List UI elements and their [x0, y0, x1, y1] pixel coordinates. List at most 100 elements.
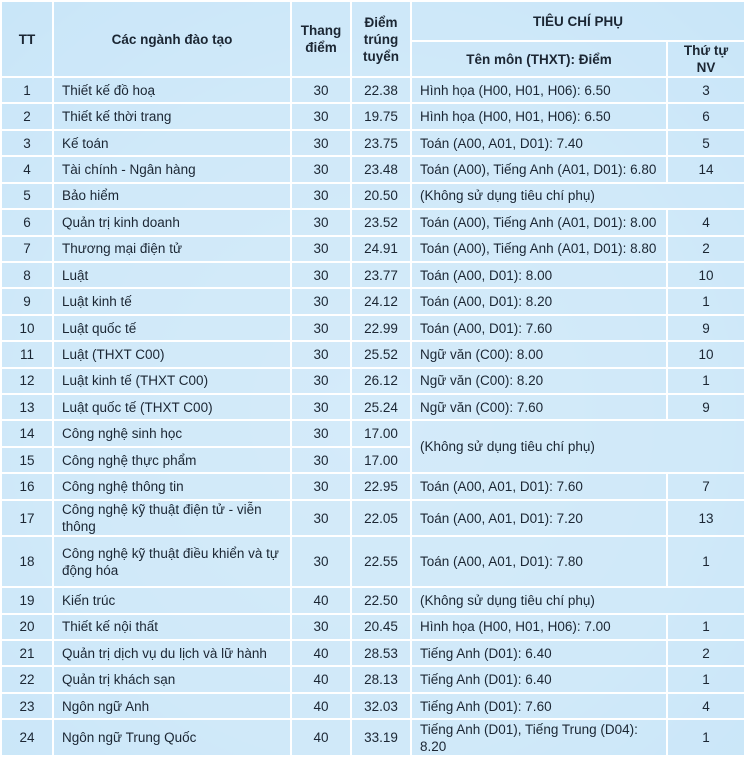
table-head: TT Các ngành đào tạo Thang điểm Điểm trú…	[0, 0, 744, 78]
header-cell: Các ngành đào tạo	[52, 0, 292, 78]
admission-score: 23.77	[350, 260, 412, 290]
wish-order: 1	[665, 366, 744, 396]
admission-score: 28.13	[350, 665, 412, 694]
tie-break-criterion: Hình họa (H00, H01, H06): 6.50	[410, 102, 668, 131]
table-row: 23 Ngôn ngữ Anh 40 32.03 Tiếng Anh (D01): 7.…	[0, 691, 744, 721]
score-scale: 40	[290, 638, 352, 668]
tie-break-criterion: Ngữ văn (C00): 8.20	[410, 366, 668, 396]
table-row: 8 Luật 30 23.77 Toán (A00, D01): 8.00 10	[0, 260, 744, 290]
program-name: Công nghệ kỹ thuật điều khiển và tự động…	[52, 535, 292, 589]
program-name: Quản trị kinh doanh	[52, 208, 292, 237]
row-number: 13	[0, 393, 54, 422]
row-number: 9	[0, 287, 54, 316]
tie-break-criterion: Hình họa (H00, H01, H06): 7.00	[410, 612, 668, 642]
table-row: 10 Luật quốc tế 30 22.99 Toán (A00, D01): 7.…	[0, 313, 744, 343]
score-scale: 30	[290, 498, 352, 538]
tie-break-criterion: Hình họa (H00, H01, H06): 6.50	[410, 75, 668, 105]
wish-order: 1	[665, 612, 744, 642]
table-row: 3 Kế toán 30 23.75 Toán (A00, A01, D01): 7.4…	[0, 128, 744, 158]
admission-score: 20.50	[350, 181, 412, 211]
tie-break-criterion: Tiếng Anh (D01), Tiếng Trung (D04): 8.20	[410, 718, 668, 757]
wish-order: 4	[665, 691, 744, 721]
program-name: Ngôn ngữ Trung Quốc	[52, 718, 292, 757]
score-scale: 40	[290, 586, 352, 615]
score-scale: 30	[290, 472, 352, 501]
program-name: Công nghệ kỹ thuật điện tử - viễn thông	[52, 498, 292, 538]
row-number: 10	[0, 313, 54, 343]
row-number: 5	[0, 181, 54, 211]
tie-break-criterion: (Không sử dụng tiêu chí phụ)	[409, 419, 744, 475]
table-row: 22 Quản trị khách sạn 40 28.13 Tiếng Anh (D0…	[0, 665, 744, 694]
tie-break-criterion: Toán (A00), Tiếng Anh (A01, D01): 8.80	[410, 234, 668, 263]
score-scale: 30	[290, 234, 352, 263]
row-number: 16	[0, 472, 54, 501]
admission-score: 25.24	[350, 393, 412, 422]
program-name: Thiết kế nội thất	[52, 612, 292, 642]
program-name: Công nghệ thực phẩm	[52, 445, 292, 475]
program-name: Thương mại điện tử	[52, 234, 292, 263]
wish-order: 6	[665, 102, 744, 131]
score-scale: 30	[290, 102, 352, 131]
tie-break-criterion: Tiếng Anh (D01): 6.40	[410, 638, 668, 668]
program-name: Luật quốc tế (THXT C00)	[52, 393, 292, 422]
wish-order: 1	[665, 287, 744, 316]
row-number: 6	[0, 208, 54, 237]
table-row: 24 Ngôn ngữ Trung Quốc 40 33.19 Tiếng Anh (D…	[0, 718, 744, 757]
header-cell: Thứ tự NV	[665, 40, 744, 78]
program-name: Quản trị dịch vụ du lịch và lữ hành	[52, 638, 292, 668]
tie-break-criterion: Toán (A00, A01, D01): 7.40	[410, 128, 668, 158]
admission-score: 22.55	[350, 535, 412, 589]
table-row: 5 Bảo hiểm 30 20.50 (Không sử dụng tiêu chí …	[0, 181, 744, 211]
table-row: 6 Quản trị kinh doanh 30 23.52 Toán (A00), T…	[0, 208, 744, 237]
table-row: 15 Công nghệ thực phẩm 30 17.00	[0, 445, 744, 475]
score-scale: 40	[290, 665, 352, 694]
wish-order: 9	[665, 393, 744, 422]
score-scale: 30	[290, 287, 352, 316]
row-number: 18	[0, 535, 54, 589]
admission-score: 24.12	[350, 287, 412, 316]
score-scale: 30	[290, 612, 352, 642]
header-cell: Điểm trúng tuyển	[350, 0, 412, 78]
score-scale: 30	[290, 535, 352, 589]
admission-score: 24.91	[350, 234, 412, 263]
score-scale: 30	[290, 155, 352, 184]
score-scale: 30	[290, 445, 352, 475]
wish-order: 1	[665, 535, 744, 589]
program-name: Bảo hiểm	[52, 181, 292, 211]
admission-score: 22.38	[350, 75, 412, 105]
tie-break-criterion: Toán (A00, A01, D01): 7.80	[410, 535, 668, 589]
program-name: Thiết kế đồ hoạ	[52, 75, 292, 105]
program-name: Luật	[52, 260, 292, 290]
row-number: 8	[0, 260, 54, 290]
tie-break-criterion: (Không sử dụng tiêu chí phụ)	[409, 181, 744, 211]
header-cell: Thang điểm	[290, 0, 352, 78]
table-row: 4 Tài chính - Ngân hàng 30 23.48 Toán (A00),…	[0, 155, 744, 184]
wish-order: 7	[665, 472, 744, 501]
wish-order: 13	[665, 498, 744, 538]
tie-break-criterion: Ngữ văn (C00): 7.60	[410, 393, 668, 422]
table-row: 11 Luật (THXT C00) 30 25.52 Ngữ văn (C00): 8…	[0, 340, 744, 369]
tie-break-criterion: Toán (A00, A01, D01): 7.20	[410, 498, 668, 538]
admission-score: 33.19	[350, 718, 412, 757]
tie-break-criterion: Toán (A00, D01): 8.00	[410, 260, 668, 290]
row-number: 17	[0, 498, 54, 538]
table-row: 16 Công nghệ thông tin 30 22.95 Toán (A00, A…	[0, 472, 744, 501]
admission-score: 23.75	[350, 128, 412, 158]
tie-break-criterion: Toán (A00, A01, D01): 7.60	[410, 472, 668, 501]
program-name: Luật (THXT C00)	[52, 340, 292, 369]
program-name: Thiết kế thời trang	[52, 102, 292, 131]
tie-break-criterion: Ngữ văn (C00): 8.00	[410, 340, 668, 369]
admission-score: 19.75	[350, 102, 412, 131]
tie-break-criterion: Toán (A00, D01): 7.60	[410, 313, 668, 343]
row-number: 22	[0, 665, 54, 694]
admission-score: 22.50	[350, 586, 412, 615]
wish-order: 2	[665, 234, 744, 263]
table-body: 1 Thiết kế đồ hoạ 30 22.38 Hình họa (H00, H0…	[0, 75, 744, 757]
table-row: 18 Công nghệ kỹ thuật điều khiển và tự độ…	[0, 535, 744, 589]
admission-score: 17.00	[350, 419, 412, 448]
tie-break-criterion: Toán (A00, D01): 8.20	[410, 287, 668, 316]
admission-score: 22.05	[350, 498, 412, 538]
score-scale: 30	[290, 419, 352, 448]
